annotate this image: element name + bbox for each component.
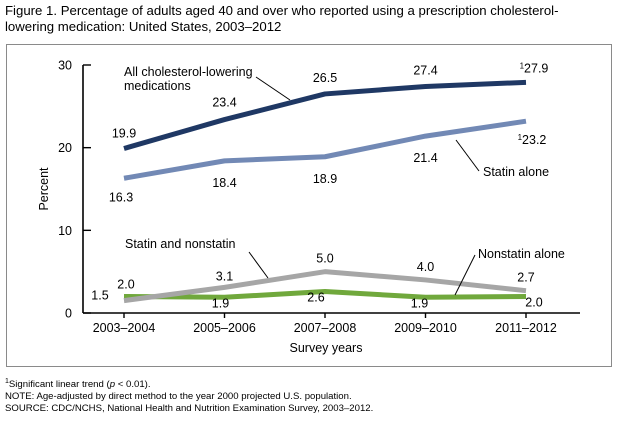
leader-line-0: [255, 76, 291, 101]
footnote-trend: 1Significant linear trend (p < 0.01).: [5, 377, 373, 391]
y-axis-label: Percent: [37, 167, 51, 211]
footnote-note: NOTE: Age-adjusted by direct method to t…: [5, 391, 352, 402]
figure-title: Figure 1. Percentage of adults aged 40 a…: [5, 3, 559, 34]
data-label-s0-0: 19.9: [112, 126, 136, 140]
data-label-s3-0: 2.0: [117, 277, 134, 291]
x-tick-label-4: 2011–2012: [495, 321, 557, 335]
data-label-s1-2: 18.9: [313, 172, 337, 186]
x-tick-label-1: 2005–2006: [193, 321, 256, 335]
data-label-s0-4: 127.9: [520, 61, 549, 75]
series-line-2: [123, 269, 527, 304]
data-label-s0-1: 23.4: [212, 96, 236, 110]
y-tick-label-30: 30: [58, 59, 72, 73]
footnotes: 1Significant linear trend (p < 0.01). NO…: [5, 377, 374, 415]
footnote-source: SOURCE: CDC/NCHS, National Health and Nu…: [5, 403, 374, 414]
data-label-s1-0: 16.3: [109, 190, 133, 204]
data-label-s3-3: 1.9: [411, 296, 428, 310]
line-chart: 0 10 20 30 2003–2004 2005–2006 2007–2008 2009–2…: [37, 59, 580, 355]
series-line-3: [123, 289, 527, 300]
data-label-s3-4: 2.0: [525, 295, 542, 309]
chart-frame: [6, 44, 612, 367]
data-label-s3-1: 1.9: [212, 296, 229, 310]
x-tick-label-0: 2003–2004: [93, 321, 156, 335]
trend-rest: < 0.01).: [115, 379, 151, 390]
trend-text: Significant linear trend (: [8, 379, 110, 390]
data-label-s2-0: 1.5: [91, 289, 108, 303]
data-label-s0-2: 26.5: [313, 71, 337, 85]
data-label-s2-1: 3.1: [216, 269, 233, 283]
leader-line-2: [248, 251, 269, 279]
data-label-s2-2: 5.0: [316, 252, 333, 266]
trend-marker: 1: [5, 377, 9, 385]
leader-line-1: [455, 139, 480, 172]
series-line-0: [123, 79, 527, 151]
data-label-s1-1: 18.4: [212, 176, 236, 190]
x-axis-label: Survey years: [290, 341, 363, 355]
series-name-2: Statin and nonstatin: [125, 237, 236, 251]
series-name-3: Nonstatin alone: [478, 247, 565, 261]
series-name-1: Statin alone: [483, 165, 549, 179]
leader-line-3: [454, 254, 476, 296]
data-label-s3-2: 2.6: [307, 291, 324, 305]
x-tick-label-2: 2007–2008: [294, 321, 357, 335]
series-line-1: [123, 118, 527, 181]
trend-p: p: [109, 379, 116, 390]
y-tick-label-20: 20: [58, 141, 72, 155]
data-label-s1-3: 21.4: [413, 151, 437, 165]
data-label-s0-3: 27.4: [413, 63, 437, 77]
y-tick-label-0: 0: [65, 307, 72, 321]
x-tick-label-3: 2009–2010: [394, 321, 457, 335]
series-name-0: All cholesterol-lowering medications: [124, 65, 253, 93]
data-label-s2-4: 2.7: [517, 271, 534, 285]
data-label-s1-4: 123.2: [518, 133, 547, 147]
data-label-s2-3: 4.0: [417, 260, 434, 274]
y-tick-label-10: 10: [58, 224, 72, 238]
